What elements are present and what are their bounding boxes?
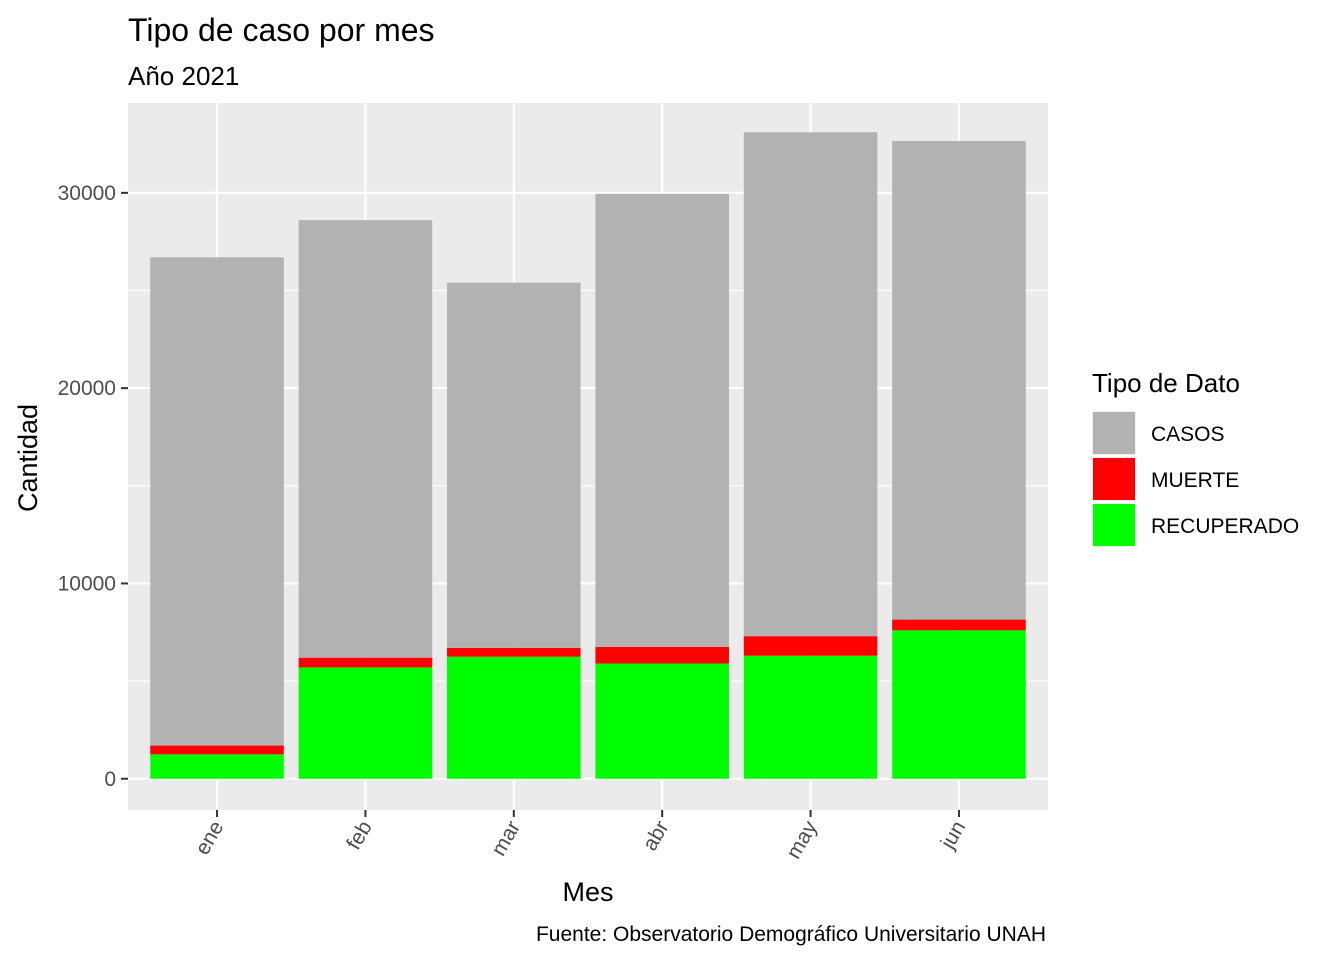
bar-casos-mar bbox=[447, 282, 581, 648]
bar-recuperado-abr bbox=[595, 663, 729, 779]
bar-muerte-mar bbox=[447, 647, 581, 657]
x-tick-label: may bbox=[782, 817, 822, 863]
y-axis-title: Cantidad bbox=[13, 404, 43, 512]
legend-label-casos: CASOS bbox=[1151, 423, 1225, 446]
bars bbox=[150, 132, 1026, 779]
bar-recuperado-feb bbox=[298, 667, 433, 779]
legend-swatch-recuperado bbox=[1093, 504, 1135, 546]
bar-recuperado-jun bbox=[892, 630, 1026, 779]
legend-swatch-muerte bbox=[1093, 458, 1135, 500]
legend-title: Tipo de Dato bbox=[1092, 368, 1240, 398]
bar-muerte-may bbox=[743, 636, 878, 656]
bar-recuperado-may bbox=[743, 655, 878, 779]
legend-label-recuperado: RECUPERADO bbox=[1151, 515, 1299, 538]
x-tick-label: ene bbox=[191, 817, 228, 859]
legend-swatch-casos bbox=[1093, 412, 1135, 454]
chart-caption: Fuente: Observatorio Demográfico Univers… bbox=[536, 923, 1046, 946]
bar-muerte-feb bbox=[298, 657, 433, 668]
legend: Tipo de Dato CASOS MUERTE RECUPERADO bbox=[1092, 368, 1299, 547]
y-tick-label: 10000 bbox=[58, 572, 116, 595]
y-tick-label: 20000 bbox=[58, 377, 116, 400]
x-tick-label: feb bbox=[342, 817, 377, 854]
y-tick-label: 0 bbox=[104, 768, 116, 791]
bar-recuperado-mar bbox=[447, 656, 581, 779]
bar-casos-ene bbox=[150, 257, 284, 746]
bar-muerte-abr bbox=[595, 646, 729, 664]
x-tick-label: mar bbox=[487, 817, 525, 860]
legend-label-muerte: MUERTE bbox=[1151, 469, 1239, 492]
bar-muerte-ene bbox=[150, 745, 284, 755]
y-tick-label: 30000 bbox=[58, 182, 116, 205]
bar-casos-may bbox=[743, 132, 878, 637]
bar-recuperado-ene bbox=[150, 754, 284, 779]
bar-casos-abr bbox=[595, 193, 729, 647]
y-axis-ticks: 0 10000 20000 30000 bbox=[58, 182, 128, 791]
chart-subtitle: Año 2021 bbox=[128, 61, 239, 91]
x-tick-label: abr bbox=[638, 817, 673, 855]
bar-casos-feb bbox=[298, 220, 433, 658]
x-axis-ticks: ene feb mar abr may jun bbox=[191, 810, 970, 863]
x-tick-label: jun bbox=[936, 817, 970, 854]
bar-muerte-jun bbox=[892, 619, 1026, 631]
x-axis-title: Mes bbox=[562, 877, 613, 907]
chart-title: Tipo de caso por mes bbox=[128, 12, 435, 48]
legend-items: CASOS MUERTE RECUPERADO bbox=[1092, 411, 1299, 547]
bar-casos-jun bbox=[892, 141, 1026, 620]
